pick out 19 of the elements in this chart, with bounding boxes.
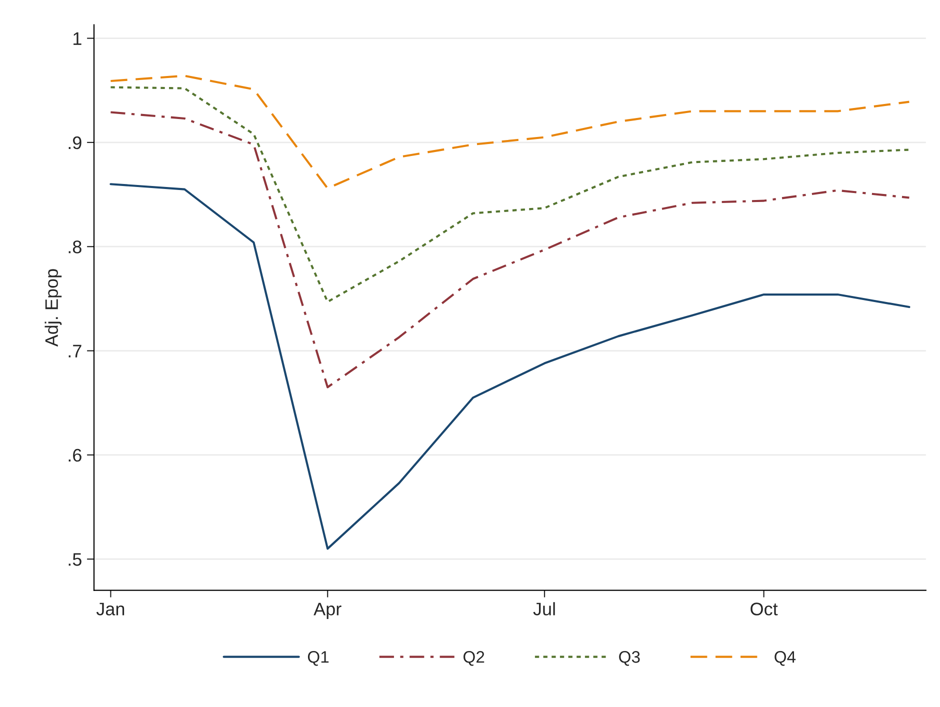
line-series: [110, 111, 910, 388]
legend-label: Q1: [308, 651, 329, 666]
y-tick-label: .8: [68, 240, 82, 254]
legend-label: Q2: [464, 651, 484, 666]
y-tick-label: .5: [68, 553, 82, 566]
legend-label: Q3: [619, 651, 640, 666]
x-tick-label: Oct: [750, 602, 778, 616]
line-series: [110, 183, 910, 550]
y-tick-label: .7: [68, 344, 82, 358]
line-series: [110, 74, 910, 190]
x-tick-label: Apr: [314, 602, 342, 619]
line-series: [110, 86, 910, 303]
y-tick-label: 1: [74, 32, 82, 45]
x-tick-label: Jan: [96, 602, 124, 616]
y-tick-label: .6: [68, 448, 82, 462]
legend-label: Q4: [774, 651, 796, 666]
x-tick-label: Jul: [533, 602, 555, 616]
y-axis-title: Adj. Epop: [44, 269, 62, 347]
y-tick-label: .9: [68, 136, 82, 150]
